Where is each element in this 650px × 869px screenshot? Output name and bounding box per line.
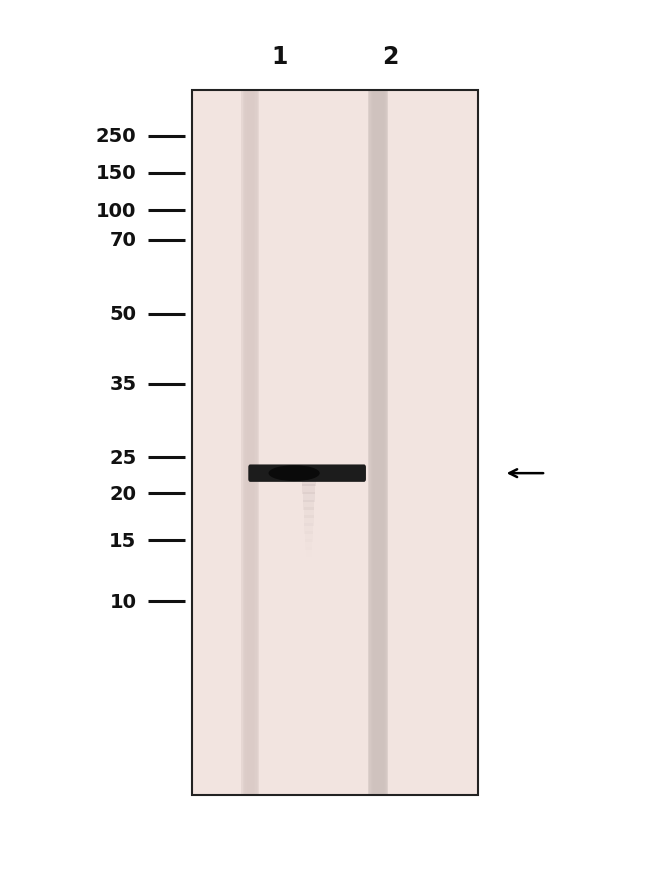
Bar — [306, 555, 311, 566]
Text: 25: 25 — [109, 448, 136, 468]
Text: 150: 150 — [96, 164, 136, 183]
Bar — [305, 532, 313, 542]
Bar — [248, 91, 252, 795]
Bar — [241, 91, 259, 795]
Bar — [302, 484, 315, 494]
Bar — [304, 507, 314, 518]
Bar — [369, 91, 388, 795]
Bar — [370, 91, 386, 795]
Bar — [192, 91, 478, 795]
Text: 20: 20 — [109, 484, 136, 503]
Bar — [373, 91, 384, 795]
Bar — [244, 91, 257, 795]
Bar — [245, 91, 255, 795]
Bar — [304, 524, 313, 534]
Bar — [303, 492, 315, 502]
Bar — [302, 468, 316, 479]
FancyBboxPatch shape — [248, 465, 366, 482]
Ellipse shape — [268, 466, 320, 481]
Bar — [306, 547, 312, 558]
Bar — [303, 500, 315, 510]
Text: 250: 250 — [96, 127, 136, 146]
Text: 100: 100 — [96, 202, 136, 221]
Bar — [305, 540, 313, 550]
Bar — [302, 476, 315, 487]
Text: 10: 10 — [109, 592, 136, 611]
Text: 15: 15 — [109, 531, 136, 550]
Text: 35: 35 — [109, 375, 136, 394]
Text: 1: 1 — [271, 44, 288, 69]
Bar — [246, 91, 254, 795]
Bar — [242, 91, 258, 795]
Bar — [369, 91, 387, 795]
Text: 50: 50 — [109, 305, 136, 324]
Bar — [374, 91, 382, 795]
Text: 70: 70 — [110, 231, 136, 250]
Bar — [192, 91, 478, 795]
Bar — [372, 91, 385, 795]
Bar — [304, 516, 313, 527]
Text: 2: 2 — [382, 44, 398, 69]
